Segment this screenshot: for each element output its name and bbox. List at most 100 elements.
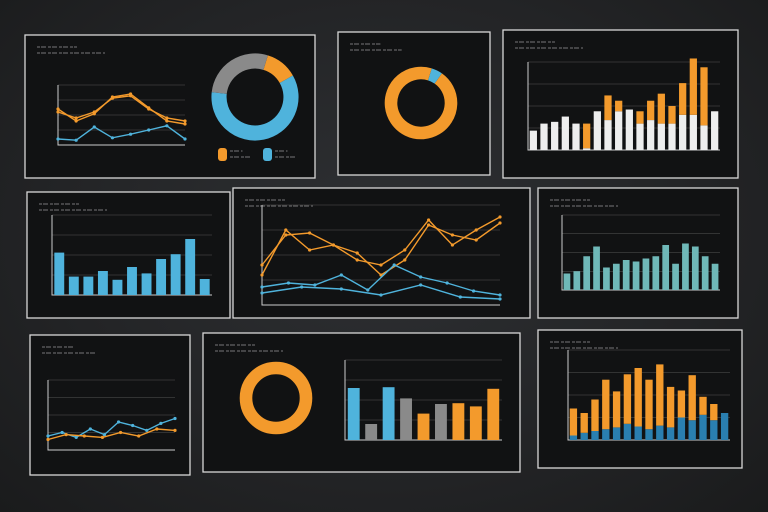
data-point (56, 137, 60, 141)
data-point (74, 119, 78, 123)
donut-segment (262, 55, 293, 84)
bar (623, 423, 632, 440)
series-line (57, 125, 186, 141)
bar (551, 121, 559, 150)
bar (452, 403, 465, 440)
bar (591, 399, 599, 431)
data-point (339, 273, 343, 277)
bar (593, 111, 601, 150)
bar (666, 386, 675, 428)
panel-frame (337, 31, 491, 176)
bar (645, 379, 653, 430)
bar (634, 426, 642, 440)
data-point (183, 137, 187, 141)
bar (636, 123, 644, 150)
bar (647, 120, 655, 150)
data-point (46, 437, 50, 442)
data-point (445, 281, 449, 285)
bar (689, 58, 697, 115)
bar (691, 246, 699, 290)
bar (583, 148, 591, 150)
data-point (100, 435, 105, 439)
bar (636, 111, 644, 124)
bar (701, 256, 709, 290)
data-point (313, 283, 317, 287)
axis (527, 62, 720, 151)
axis (47, 380, 175, 451)
bar (656, 425, 664, 440)
dashboard-panel-p1 (24, 34, 316, 179)
bar (623, 374, 632, 424)
data-point (165, 116, 169, 120)
data-point (82, 434, 86, 438)
data-point (137, 434, 141, 438)
bar (569, 408, 578, 436)
dashboard-panel-p3 (502, 29, 739, 179)
series-line (57, 95, 186, 122)
bar (689, 114, 697, 150)
bar (688, 420, 696, 440)
data-point (498, 297, 502, 301)
bar (112, 279, 123, 295)
data-point (74, 435, 78, 439)
data-point (128, 94, 133, 98)
data-point (183, 122, 187, 126)
bar (563, 273, 571, 290)
data-point (173, 416, 177, 421)
series-line (261, 264, 501, 296)
bar (602, 379, 610, 430)
data-point (260, 291, 264, 295)
data-point (379, 293, 383, 297)
bar (688, 375, 696, 421)
data-point (46, 434, 50, 438)
bar (682, 243, 689, 290)
bar (720, 413, 729, 440)
data-point (131, 423, 135, 428)
bar (677, 417, 686, 440)
data-point (474, 228, 478, 232)
bar (699, 414, 707, 440)
data-point (155, 427, 159, 431)
data-point (88, 427, 92, 431)
bar (657, 123, 665, 150)
bar (625, 109, 633, 150)
bar (604, 95, 612, 121)
bar (652, 256, 660, 290)
bar (469, 406, 482, 440)
bar (615, 100, 623, 112)
data-point (300, 285, 304, 289)
data-point (284, 233, 288, 237)
bar (580, 432, 588, 440)
data-point (145, 428, 149, 432)
bar (656, 364, 664, 426)
data-point (284, 228, 288, 232)
bar (677, 390, 686, 418)
data-point (355, 258, 359, 262)
data-point (403, 258, 407, 262)
bar (529, 130, 537, 150)
bar (679, 83, 687, 115)
data-point (308, 231, 312, 235)
bar (382, 387, 395, 440)
bar (400, 398, 412, 440)
data-point (173, 428, 177, 432)
donut-segment (211, 75, 299, 141)
donut-segment (211, 53, 268, 95)
data-point (92, 125, 96, 129)
bar (700, 67, 708, 126)
bar (647, 100, 655, 121)
bar (156, 259, 167, 295)
bar (657, 93, 665, 124)
data-point (110, 96, 115, 100)
data-point (450, 233, 454, 237)
data-point (308, 248, 312, 252)
data-point (147, 128, 151, 132)
donut-segment (384, 66, 458, 140)
data-point (498, 215, 502, 219)
axis (261, 205, 500, 306)
data-point (427, 218, 431, 222)
series-line (47, 428, 176, 441)
dashboard-panel-p9 (537, 329, 743, 469)
axis (57, 85, 185, 146)
bar (569, 435, 578, 440)
